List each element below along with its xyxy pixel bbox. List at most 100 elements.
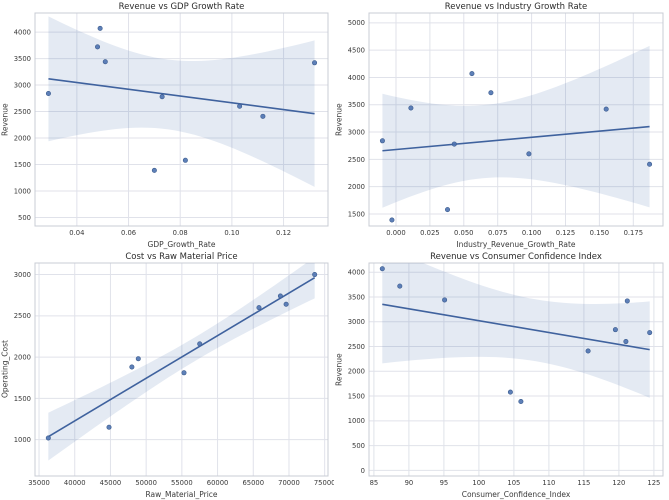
x-tick-label: 0.10 — [224, 229, 239, 237]
y-tick-label: 500 — [352, 442, 365, 450]
scatter-point — [647, 161, 653, 167]
x-axis-label: GDP_Growth_Rate — [147, 240, 216, 249]
x-tick-label: 0.150 — [590, 229, 609, 237]
x-tick-label: 100 — [472, 479, 485, 487]
y-tick-label: 4000 — [14, 28, 31, 36]
x-tick-label: 65000 — [242, 479, 264, 487]
scatter-point — [603, 106, 609, 112]
scatter-point — [612, 327, 618, 333]
y-tick-label: 2500 — [348, 156, 365, 164]
x-tick-label: 60000 — [207, 479, 229, 487]
scatter-point — [102, 59, 108, 65]
x-tick-label: 0.100 — [522, 229, 541, 237]
scatter-point — [256, 305, 262, 311]
scatter-point — [408, 105, 414, 111]
y-tick-label: 1500 — [348, 210, 365, 218]
scatter-point — [135, 356, 141, 362]
scatter-point — [518, 398, 524, 404]
regression-line — [48, 78, 315, 115]
scatter-point — [197, 341, 203, 347]
y-tick-label: 1000 — [14, 436, 31, 444]
y-tick-label: 1500 — [348, 392, 365, 400]
scatter-point — [389, 217, 395, 223]
x-tick-label: 120 — [612, 479, 625, 487]
scatter-point — [397, 283, 403, 289]
x-tick-label: 105 — [507, 479, 520, 487]
scatter-point — [451, 141, 457, 147]
x-tick-label: 0.04 — [69, 229, 84, 237]
y-tick-label: 4000 — [348, 74, 365, 82]
scatter-point — [159, 94, 165, 100]
confidence-band — [382, 45, 650, 208]
regression-line — [47, 277, 316, 438]
x-tick-label: 0.06 — [121, 229, 136, 237]
y-tick-label: 0 — [361, 467, 365, 475]
y-tick-label: 1500 — [14, 161, 31, 169]
plot-title: Cost vs Raw Material Price — [125, 252, 238, 262]
axes-spines — [34, 12, 329, 227]
y-tick-label: 4500 — [348, 47, 365, 55]
scatter-point — [312, 272, 318, 278]
y-tick-label: 2000 — [14, 354, 31, 362]
scatter-point — [95, 44, 101, 50]
x-tick-label: 70000 — [278, 479, 300, 487]
x-tick-label: 50000 — [135, 479, 157, 487]
x-tick-label: 0.075 — [488, 229, 507, 237]
x-tick-label: 0.12 — [276, 229, 291, 237]
scatter-point — [647, 330, 653, 336]
scatter-point — [181, 370, 187, 376]
scatter-point — [45, 435, 51, 441]
y-tick-label: 1000 — [14, 187, 31, 195]
confidence-band — [48, 263, 315, 461]
y-tick-label: 2500 — [348, 343, 365, 351]
y-tick-label: 3000 — [14, 81, 31, 89]
plot-canvas: 0.04 0.06 0.08 0.10 0.12 500 1000 1500 2000 2500 3… — [14, 12, 329, 237]
y-axis-label: Revenue — [334, 103, 344, 136]
x-tick-label: 110 — [542, 479, 555, 487]
y-tick-label: 2000 — [348, 368, 365, 376]
y-tick-label: 2500 — [14, 108, 31, 116]
regression-line — [382, 125, 650, 152]
scatter-point — [469, 71, 475, 77]
y-tick-label: 2000 — [14, 134, 31, 142]
y-tick-label: 3500 — [348, 101, 365, 109]
axes-spines — [34, 262, 329, 477]
subplot-revenue-vs-gdp-growth: 0.04 0.06 0.08 0.10 0.12 500 1000 1500 2000 2500 3… — [0, 0, 334, 250]
y-axis-label: Revenue — [0, 103, 10, 136]
y-tick-label: 3000 — [348, 318, 365, 326]
x-tick-label: 0.000 — [386, 229, 405, 237]
subplot-cost-vs-raw-material-price: 35000 40000 45000 50000 55000 60000 65000 70000… — [0, 250, 335, 500]
scatter-point — [585, 348, 591, 354]
scatter-point — [379, 138, 385, 144]
scatter-point — [507, 389, 513, 395]
plot-title: Revenue vs Consumer Confidence Index — [430, 252, 602, 262]
x-tick-label: 0.125 — [556, 229, 575, 237]
plot-title: Revenue vs GDP Growth Rate — [118, 2, 245, 12]
y-axis-label: Revenue — [334, 353, 344, 386]
x-tick-label: 95 — [440, 479, 449, 487]
x-tick-label: 125 — [647, 479, 660, 487]
y-tick-label: 3500 — [348, 293, 365, 301]
y-tick-label: 3500 — [14, 55, 31, 63]
y-tick-label: 3000 — [348, 128, 365, 136]
scatter-point — [45, 91, 51, 97]
axes-spines — [368, 12, 664, 227]
confidence-band — [382, 263, 650, 398]
scatter-point — [624, 298, 630, 304]
plot-title: Revenue vs Industry Growth Rate — [444, 2, 588, 12]
scatter-point — [283, 301, 289, 307]
x-tick-label: 35000 — [28, 479, 50, 487]
scatter-point — [445, 207, 451, 213]
y-tick-label: 1000 — [348, 417, 365, 425]
scatter-point — [442, 297, 448, 303]
scatter-point — [277, 293, 283, 299]
y-tick-label: 3000 — [14, 271, 31, 279]
y-tick-label: 1500 — [14, 395, 31, 403]
y-tick-label: 500 — [18, 214, 31, 222]
regression-line — [382, 303, 650, 351]
scatter-point — [379, 266, 385, 272]
plot-canvas: 85 90 95 100 105 110 115 120 125 0 500 1000 1500 2000… — [348, 262, 664, 487]
x-tick-label: 75000 — [314, 479, 334, 487]
x-axis-label: Raw_Material_Price — [145, 490, 218, 499]
